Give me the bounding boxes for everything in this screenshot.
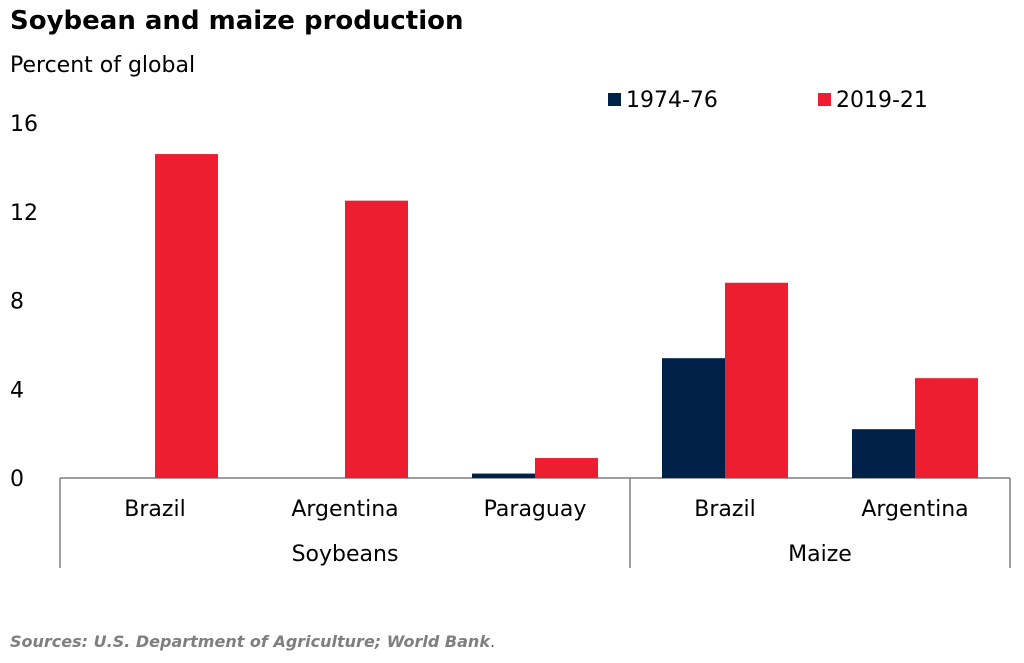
bar-1974-76-brazil [662, 358, 725, 478]
source-note: Sources: U.S. Department of Agriculture;… [10, 632, 495, 651]
y-tick-label: 0 [10, 467, 24, 492]
y-tick-label: 12 [10, 201, 38, 226]
chart-title: Soybean and maize production [10, 6, 464, 36]
source-text: Sources: U.S. Department of Agriculture;… [10, 632, 490, 651]
legend-label: 1974-76 [626, 88, 718, 113]
x-tick-label: Argentina [291, 497, 398, 522]
y-tick-label: 4 [10, 378, 24, 403]
source-period: . [489, 632, 496, 651]
bar-2019-21-paraguay [535, 458, 598, 478]
bar-2019-21-argentina [345, 200, 408, 478]
bar-1974-76-paraguay [472, 473, 535, 478]
bar-2019-21-brazil [155, 154, 218, 478]
x-tick-label: Paraguay [484, 497, 587, 522]
bar-2019-21-argentina [915, 378, 978, 478]
x-group-label: Soybeans [292, 542, 399, 567]
x-tick-label: Brazil [124, 497, 185, 522]
legend-label: 2019-21 [836, 88, 928, 113]
legend-swatch-1974-76 [608, 93, 621, 106]
legend-swatch-2019-21 [818, 93, 831, 106]
x-tick-label: Argentina [861, 497, 968, 522]
x-group-label: Maize [788, 542, 852, 567]
x-tick-label: Brazil [694, 497, 755, 522]
y-tick-label: 16 [10, 112, 38, 137]
bar-2019-21-brazil [725, 282, 788, 478]
y-tick-label: 8 [10, 290, 24, 315]
y-axis-label: Percent of global [10, 53, 196, 78]
bar-1974-76-argentina [852, 429, 915, 478]
